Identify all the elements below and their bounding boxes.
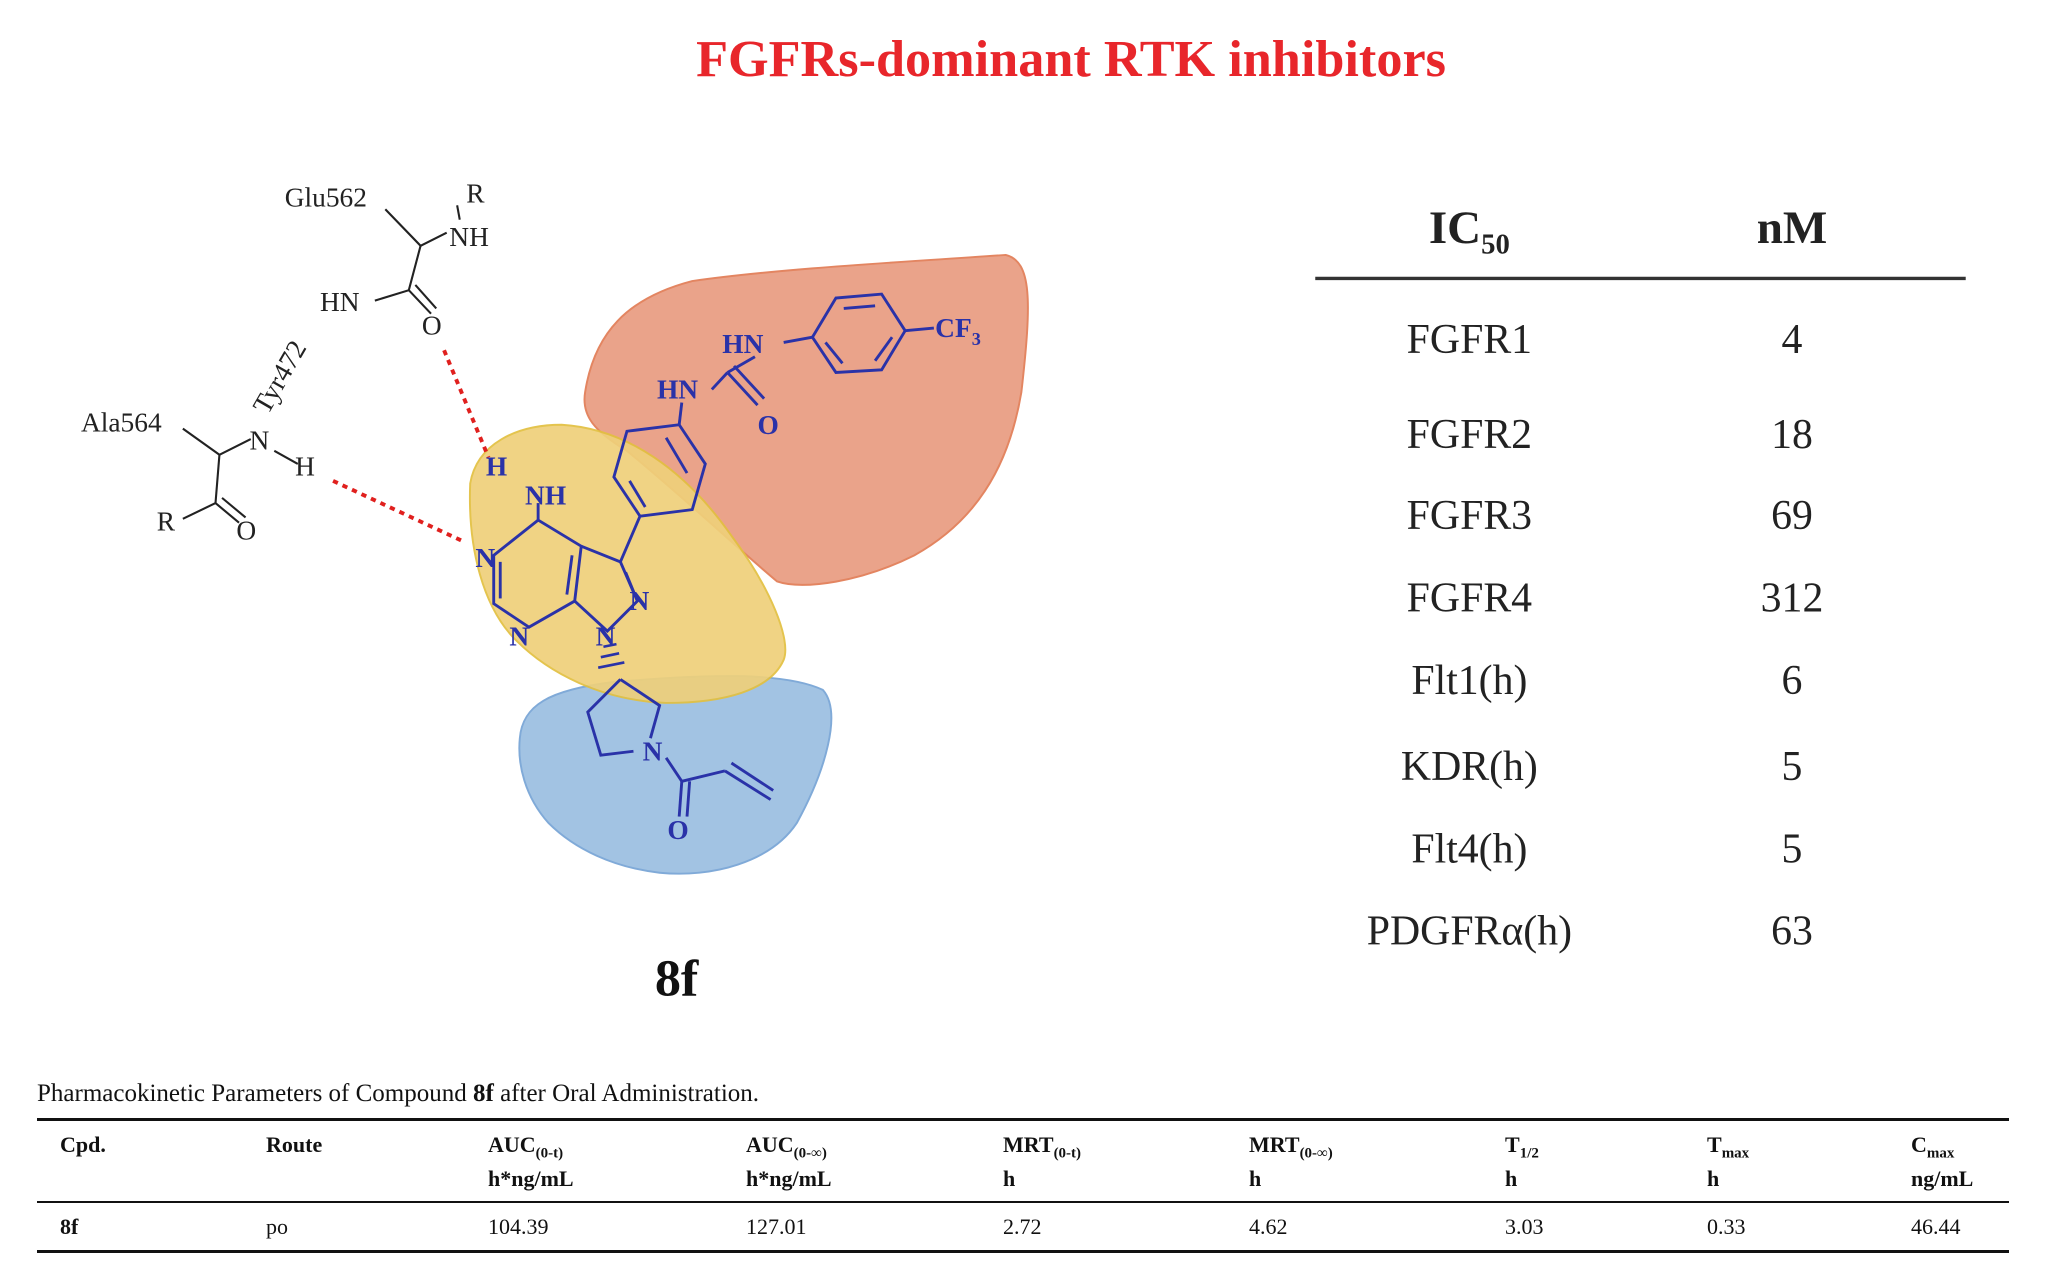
ic50-table: IC50 nM FGFR1 4 FGFR2 18 FGFR3 69 FGFR4 312 Flt1… <box>1315 202 1966 955</box>
pk-header-4: MRT(0-t) <box>1003 1132 1082 1162</box>
ic50-value: 4 <box>1782 317 1803 363</box>
caption-text: Pharmacokinetic Parameters of Compound <box>37 1080 473 1107</box>
atom-h-ala: H <box>295 452 315 482</box>
ligand-nh: NH <box>525 480 566 510</box>
ligand-n-pyrrolidine: N <box>643 736 663 766</box>
atom-o-glu: O <box>422 311 442 341</box>
pk-unit-4: h <box>1003 1166 1016 1191</box>
pocket-hinge <box>468 423 787 704</box>
ligand-hn-2: HN <box>722 329 763 359</box>
atom-nh-glu: NH <box>449 222 489 252</box>
figure-title: FGFRs-dominant RTK inhibitors <box>696 30 1446 88</box>
pk-header-8: Cmax <box>1911 1132 1955 1162</box>
ligand-hn-1: HN <box>657 375 698 405</box>
ic50-target: FGFR4 <box>1407 576 1533 622</box>
pk-unit-2: h*ng/mL <box>488 1166 574 1191</box>
protein-residues <box>182 205 461 524</box>
ligand-n1: N <box>475 543 495 573</box>
ic50-value: 63 <box>1771 909 1813 955</box>
pk-value-2: 104.39 <box>488 1214 549 1239</box>
pk-table-caption: Pharmacokinetic Parameters of Compound 8… <box>37 1080 759 1108</box>
residue-tyr472: Tyr472 <box>247 335 312 418</box>
pk-value-7: 0.33 <box>1707 1214 1746 1239</box>
atom-hn-glu: HN <box>320 287 360 317</box>
ligand-o-urea: O <box>758 410 779 440</box>
pk-value-0: 8f <box>60 1214 79 1239</box>
pk-header-5: MRT(0-∞) <box>1249 1132 1333 1162</box>
ic50-value: 5 <box>1782 744 1803 790</box>
ic50-value: 5 <box>1782 826 1803 872</box>
ic50-target: FGFR1 <box>1407 317 1532 363</box>
ic50-target: KDR(h) <box>1401 744 1538 790</box>
pk-value-4: 2.72 <box>1003 1214 1042 1239</box>
ic50-target: PDGFRα(h) <box>1367 909 1572 955</box>
pk-header-0: Cpd. <box>60 1132 106 1157</box>
pk-value-6: 3.03 <box>1505 1214 1544 1239</box>
pk-value-3: 127.01 <box>746 1214 807 1239</box>
compound-label: 8f <box>655 949 699 1007</box>
residue-ala564: Ala564 <box>81 407 162 437</box>
pk-unit-8: ng/mL <box>1911 1166 1974 1191</box>
pk-unit-6: h <box>1505 1166 1518 1191</box>
pk-header-6: T1/2 <box>1505 1132 1539 1162</box>
pk-unit-5: h <box>1249 1166 1262 1191</box>
ligand-n3: N <box>596 621 616 651</box>
caption-text-end: after Oral Administration. <box>493 1080 760 1107</box>
ic50-target: Flt4(h) <box>1411 826 1527 872</box>
pk-value-8: 46.44 <box>1911 1214 1961 1239</box>
ic50-target: Flt1(h) <box>1411 658 1527 704</box>
pk-top-rule <box>37 1118 2009 1121</box>
atom-r-top: R <box>466 179 485 209</box>
caption-compound: 8f <box>473 1080 494 1107</box>
ic50-target: FGFR3 <box>1407 493 1532 539</box>
ligand-n2: N <box>509 621 529 651</box>
ic50-value: 69 <box>1771 493 1813 539</box>
pk-value-1: po <box>266 1214 288 1239</box>
pk-header-rule <box>37 1201 2009 1203</box>
residue-glu562: Glu562 <box>285 183 367 213</box>
ic50-value: 6 <box>1782 658 1803 704</box>
pk-value-5: 4.62 <box>1249 1214 1288 1239</box>
pk-bottom-rule <box>37 1250 2009 1253</box>
atom-n-ala: N <box>249 426 269 456</box>
pk-header-2: AUC(0-t) <box>488 1132 564 1162</box>
ic50-header-target: IC50 <box>1429 202 1510 260</box>
ic50-value: 312 <box>1761 576 1824 622</box>
pk-header-7: Tmax <box>1707 1132 1750 1162</box>
ic50-target: FGFR2 <box>1407 412 1532 458</box>
ic50-value: 18 <box>1771 412 1813 458</box>
ligand-n4: N <box>630 586 650 616</box>
ic50-header-unit: nM <box>1757 202 1828 254</box>
pk-header-3: AUC(0-∞) <box>746 1132 827 1162</box>
chiral-hash <box>597 642 625 669</box>
ligand-o-acryl: O <box>667 815 688 845</box>
hydrogen-bonds <box>332 349 491 543</box>
pk-unit-7: h <box>1707 1166 1720 1191</box>
ligand-8f <box>492 292 935 817</box>
pk-header-1: Route <box>266 1132 323 1157</box>
pk-unit-3: h*ng/mL <box>746 1166 832 1191</box>
ligand-cf3: CF3 <box>935 313 981 349</box>
atom-o-ala: O <box>236 516 256 546</box>
ligand-h: H <box>486 452 507 482</box>
atom-r-bottom: R <box>157 507 176 537</box>
